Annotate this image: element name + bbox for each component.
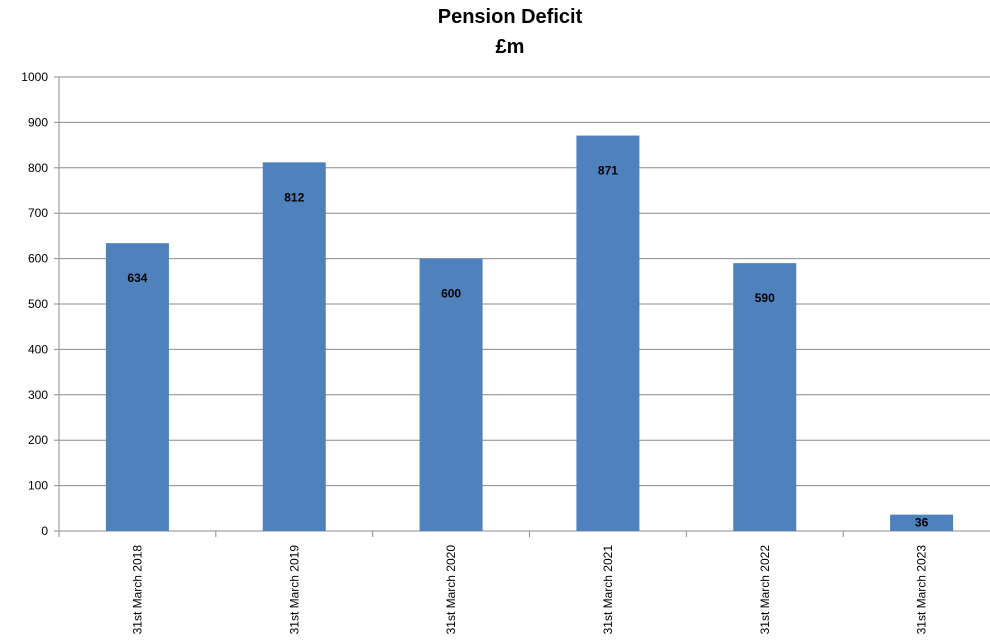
- bar: [890, 514, 954, 531]
- y-tick-label: 100: [28, 479, 48, 493]
- x-tick-label: 31st March 2019: [287, 545, 301, 635]
- bar: [105, 243, 169, 531]
- data-label: 600: [441, 287, 461, 301]
- bar: [576, 135, 640, 532]
- y-tick-label: 0: [41, 524, 48, 538]
- y-tick-label: 200: [28, 433, 48, 447]
- y-tick-label: 300: [28, 388, 48, 402]
- y-tick-label: 900: [28, 115, 48, 129]
- y-tick-label: 800: [28, 161, 48, 175]
- x-tick-label: 31st March 2020: [444, 545, 458, 635]
- bar: [733, 263, 797, 531]
- data-label: 634: [127, 271, 147, 285]
- y-tick-label: 500: [28, 297, 48, 311]
- data-label: 871: [598, 164, 618, 178]
- chart-title: Pension Deficit: [437, 6, 583, 28]
- y-tick-label: 400: [28, 342, 48, 356]
- x-tick-label: 31st March 2022: [758, 545, 772, 635]
- data-label: 36: [915, 516, 929, 530]
- x-tick-label: 31st March 2021: [601, 545, 615, 635]
- y-tick-label: 1000: [21, 70, 48, 84]
- chart-subtitle: £m: [495, 36, 525, 58]
- y-tick-label: 600: [28, 252, 48, 266]
- data-label: 590: [755, 291, 775, 305]
- x-tick-label: 31st March 2018: [130, 545, 144, 635]
- bar: [262, 162, 326, 532]
- y-tick-label: 700: [28, 206, 48, 220]
- x-tick-label: 31st March 2023: [915, 545, 929, 635]
- bar: [419, 258, 483, 531]
- data-label: 812: [284, 190, 304, 204]
